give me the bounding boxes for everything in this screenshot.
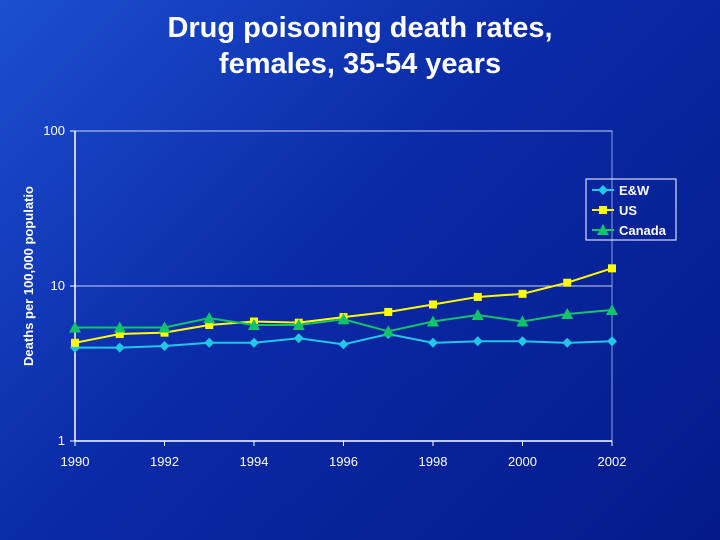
x-tick-label: 1992 <box>150 454 179 469</box>
legend-label: E&W <box>619 183 650 198</box>
data-point-us <box>429 300 437 309</box>
data-point-canada <box>427 315 439 327</box>
legend-label: Canada <box>619 223 667 238</box>
data-point-us <box>115 330 124 339</box>
data-point-e-w <box>338 339 349 350</box>
data-point-canada <box>203 312 216 324</box>
x-tick-label: 2002 <box>598 454 627 469</box>
chart-title: Drug poisoning death rates, females, 35-… <box>0 10 720 82</box>
data-point-us <box>384 307 393 316</box>
legend-marker <box>598 185 608 195</box>
data-point-us <box>608 264 616 273</box>
legend-box <box>585 178 677 241</box>
y-tick-label: 10 <box>51 278 65 293</box>
data-point-canada <box>382 325 395 337</box>
data-point-us <box>473 292 482 301</box>
y-tick-label: 100 <box>43 123 65 138</box>
data-point-e-w <box>204 337 215 348</box>
data-point-canada <box>471 308 484 320</box>
legend-marker <box>599 206 607 214</box>
series-line-us <box>74 267 613 344</box>
chart-title-line-2: females, 35-54 years <box>218 48 502 80</box>
legend-item-canada: Canada <box>592 223 667 238</box>
chart-title-line-1: Drug poisoning death rates, <box>167 12 553 44</box>
data-point-us <box>563 278 572 287</box>
series-us <box>71 264 616 347</box>
data-point-canada <box>606 304 618 316</box>
legend-marker <box>597 224 609 235</box>
data-point-us <box>205 321 214 330</box>
legend-label: US <box>619 203 637 218</box>
data-point-e-w <box>428 337 438 348</box>
data-point-e-w <box>249 337 259 348</box>
series-e-w <box>70 329 617 353</box>
x-tick-label: 1990 <box>61 454 90 469</box>
x-tick-label: 1994 <box>240 454 269 469</box>
y-tick-label: 1 <box>58 433 65 448</box>
data-point-canada <box>69 321 81 333</box>
data-point-e-w <box>562 337 573 348</box>
data-point-e-w <box>159 341 170 352</box>
data-point-canada <box>561 307 574 319</box>
data-point-e-w <box>114 342 125 353</box>
legend-item-e-w: E&W <box>592 183 650 198</box>
data-point-e-w <box>293 333 304 344</box>
data-point-canada <box>516 315 529 327</box>
legend-item-us: US <box>592 203 637 218</box>
data-point-canada <box>113 321 126 333</box>
data-point-us <box>518 289 527 298</box>
data-point-e-w <box>517 336 528 347</box>
data-point-e-w <box>607 336 617 347</box>
data-point-canada <box>158 321 171 333</box>
data-point-canada <box>248 319 260 331</box>
data-point-us <box>160 328 169 337</box>
data-point-us <box>71 338 79 347</box>
data-point-canada <box>337 313 350 325</box>
x-tick-label: 2000 <box>508 454 537 469</box>
data-point-canada <box>292 319 305 331</box>
y-axis-title: Deaths per 100,000 populatio <box>21 186 36 366</box>
x-tick-label: 1996 <box>329 454 358 469</box>
x-tick-label: 1998 <box>419 454 448 469</box>
series-canada <box>69 304 618 337</box>
data-point-e-w <box>472 336 483 347</box>
